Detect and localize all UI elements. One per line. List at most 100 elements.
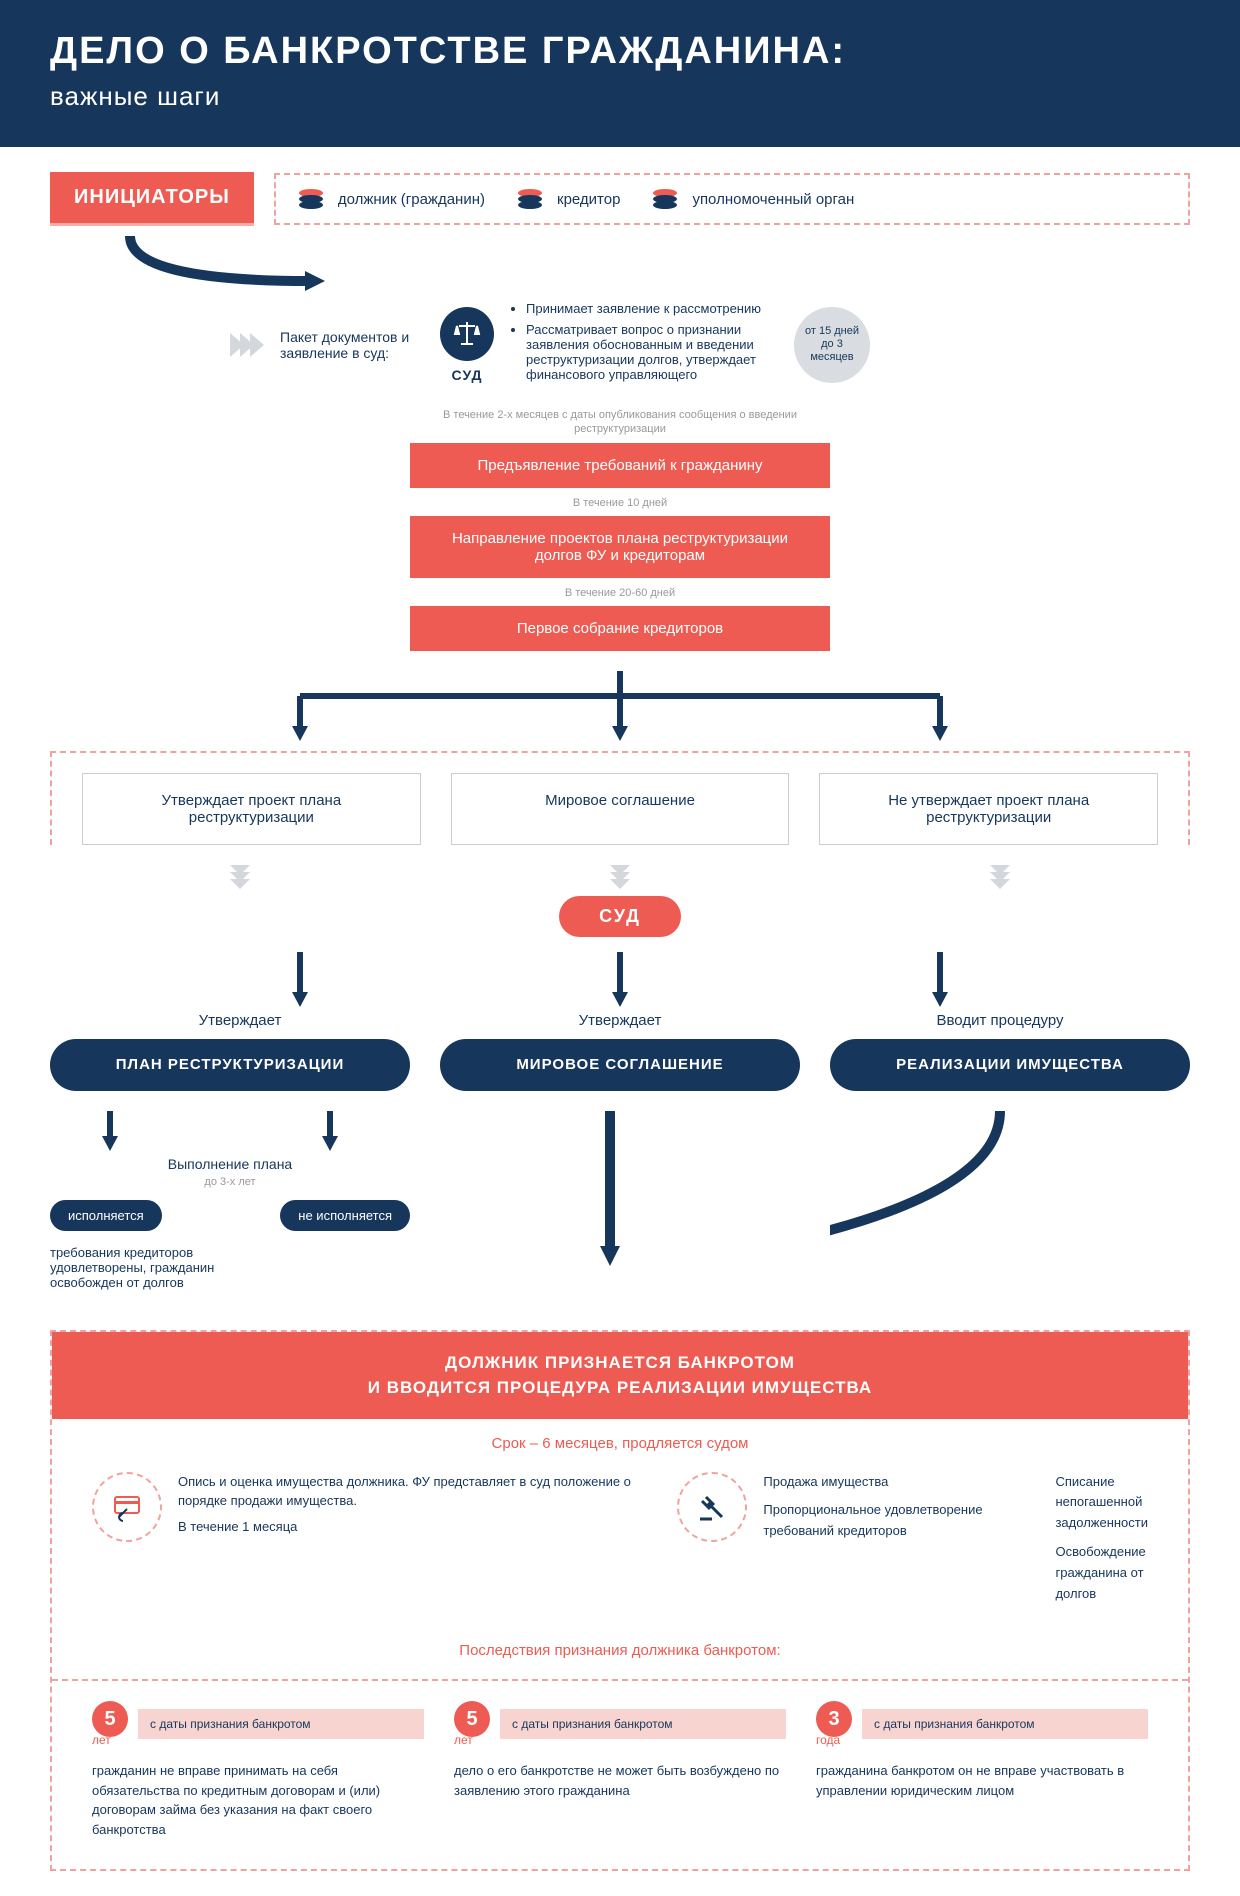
court-badge: СУД bbox=[440, 307, 494, 383]
docs-text: Пакет документов и заявление в суд: bbox=[280, 329, 420, 361]
scales-icon bbox=[440, 307, 494, 361]
docs-row: Пакет документов и заявление в суд: СУД … bbox=[230, 301, 1190, 388]
initiators-row: ИНИЦИАТОРЫ должник (гражданин) кредитор … bbox=[50, 172, 1190, 226]
initiator-text: уполномоченный орган bbox=[692, 191, 854, 208]
gavel-icon bbox=[677, 1472, 747, 1542]
num-unit: лет bbox=[92, 1733, 128, 1747]
consequence-head: 3 года с даты признания банкротом bbox=[816, 1701, 1148, 1747]
plan-result: требования кредиторов удовлетворены, гра… bbox=[50, 1245, 250, 1290]
arrow-curve-icon bbox=[110, 236, 330, 306]
bankrupt-item: Опись и оценка имущества должника. ФУ пр… bbox=[92, 1472, 647, 1613]
num-circle: 3 bbox=[816, 1701, 852, 1737]
b-text-p: Списание непогашенной задолженности bbox=[1055, 1472, 1148, 1534]
down-chevrons bbox=[50, 865, 1190, 886]
consequence-text: гражданин не вправе принимать на себя об… bbox=[92, 1761, 424, 1839]
consequence-text: дело о его банкротстве не может быть воз… bbox=[454, 1761, 786, 1800]
b-text-p: Пропорциональное удовлетворение требован… bbox=[763, 1500, 1025, 1542]
initiators-box: должник (гражданин) кредитор уполномочен… bbox=[274, 173, 1190, 225]
bankrupt-header-l2: И ВВОДИТСЯ ПРОЦЕДУРА РЕАЛИЗАЦИИ ИМУЩЕСТВ… bbox=[70, 1375, 1170, 1401]
b-text-p: В течение 1 месяца bbox=[178, 1517, 647, 1537]
subtitle: важные шаги bbox=[50, 81, 1190, 112]
consequences-title: Последствия признания должника банкротом… bbox=[52, 1642, 1188, 1659]
fork-arrows-icon bbox=[170, 671, 1070, 751]
bankrupt-col: Списание непогашенной задолженности Осво… bbox=[1055, 1472, 1148, 1613]
b-text-p: Опись и оценка имущества должника. ФУ пр… bbox=[178, 1472, 647, 1511]
time-badge: от 15 дней до 3 месяцев bbox=[794, 307, 870, 383]
content: ИНИЦИАТОРЫ должник (гражданин) кредитор … bbox=[0, 147, 1240, 1896]
consequence-head: 5 лет с даты признания банкротом bbox=[454, 1701, 786, 1747]
b-text-p: Освобождение гражданина от долгов bbox=[1055, 1542, 1148, 1604]
plan-arrows-icon bbox=[50, 1111, 390, 1151]
court-description: Принимает заявление к рассмотрению Рассм… bbox=[514, 301, 774, 388]
initiator-text: должник (гражданин) bbox=[338, 191, 485, 208]
mini-pill-ok: исполняется bbox=[50, 1200, 162, 1231]
plan-note: до 3-х лет bbox=[50, 1176, 410, 1188]
action-label: Вводит процедуру bbox=[810, 1012, 1190, 1029]
steps-column: В течение 2-х месяцев с даты опубликован… bbox=[410, 408, 830, 651]
navy-pill: ПЛАН РЕСТРУКТУРИЗАЦИИ bbox=[50, 1039, 410, 1091]
consequence-item: 3 года с даты признания банкротом гражда… bbox=[816, 1701, 1148, 1839]
step-note: В течение 20-60 дней bbox=[410, 586, 830, 600]
consequence-bar: с даты признания банкротом bbox=[862, 1709, 1148, 1739]
consequences-row: 5 лет с даты признания банкротом граждан… bbox=[52, 1679, 1188, 1839]
mini-pill-row: исполняется не исполняется bbox=[50, 1200, 410, 1231]
curve-right-icon bbox=[830, 1111, 1170, 1271]
initiator-item: должник (гражданин) bbox=[296, 187, 485, 211]
step-box: Первое собрание кредиторов bbox=[410, 606, 830, 651]
main-title: ДЕЛО О БАНКРОТСТВЕ ГРАЖДАНИНА: bbox=[50, 30, 1190, 73]
bankrupt-text: Опись и оценка имущества должника. ФУ пр… bbox=[178, 1472, 647, 1543]
navy-pill: МИРОВОЕ СОГЛАШЕНИЕ bbox=[440, 1039, 800, 1091]
coins-icon bbox=[296, 187, 326, 211]
plan-sub: Выполнение плана bbox=[50, 1156, 410, 1172]
consequence-bar: с даты признания банкротом bbox=[138, 1709, 424, 1739]
num-unit: года bbox=[816, 1733, 852, 1747]
consequence-text: гражданина банкротом он не вправе участв… bbox=[816, 1761, 1148, 1800]
court-label: СУД bbox=[440, 367, 494, 383]
navy-pills-row: ПЛАН РЕСТРУКТУРИЗАЦИИ МИРОВОЕ СОГЛАШЕНИЕ… bbox=[50, 1039, 1190, 1091]
navy-pill: РЕАЛИЗАЦИИ ИМУЩЕСТВА bbox=[830, 1039, 1190, 1091]
court-pill-row: СУД bbox=[50, 896, 1190, 937]
step-box: Предъявление требований к гражданину bbox=[410, 443, 830, 488]
plan-column: Выполнение плана до 3-х лет исполняется … bbox=[50, 1111, 410, 1290]
consequence-item: 5 лет с даты признания банкротом дело о … bbox=[454, 1701, 786, 1839]
plan-row: Выполнение плана до 3-х лет исполняется … bbox=[50, 1111, 1190, 1290]
b-text-p: Продажа имущества bbox=[763, 1472, 1025, 1493]
initiator-text: кредитор bbox=[557, 191, 620, 208]
outcome-box: Мировое соглашение bbox=[451, 773, 790, 845]
mini-pill-no: не исполняется bbox=[280, 1200, 410, 1231]
bankrupt-section: ДОЛЖНИК ПРИЗНАЕТСЯ БАНКРОТОМ И ВВОДИТСЯ … bbox=[50, 1330, 1190, 1872]
plan-column-right bbox=[830, 1111, 1190, 1290]
num-circle: 5 bbox=[92, 1701, 128, 1737]
step-note: В течение 10 дней bbox=[410, 496, 830, 510]
bankrupt-term: Срок – 6 месяцев, продляется судом bbox=[52, 1435, 1188, 1452]
consequence-item: 5 лет с даты признания банкротом граждан… bbox=[92, 1701, 424, 1839]
outcome-box: Утверждает проект плана реструктуризации bbox=[82, 773, 421, 845]
bankrupt-header-l1: ДОЛЖНИК ПРИЗНАЕТСЯ БАНКРОТОМ bbox=[70, 1350, 1170, 1376]
bankrupt-item: Продажа имущества Пропорциональное удовл… bbox=[677, 1472, 1025, 1613]
num-unit: лет bbox=[454, 1733, 490, 1747]
action-label: Утверждает bbox=[50, 1012, 430, 1029]
bankrupt-grid: Опись и оценка имущества должника. ФУ пр… bbox=[52, 1472, 1188, 1613]
coins-icon bbox=[515, 187, 545, 211]
initiator-item: уполномоченный орган bbox=[650, 187, 854, 211]
bankrupt-col: Продажа имущества Пропорциональное удовл… bbox=[763, 1472, 1025, 1550]
curve-mid-icon bbox=[440, 1111, 780, 1271]
card-cut-icon bbox=[92, 1472, 162, 1542]
step-box: Направление проектов плана реструктуриза… bbox=[410, 516, 830, 578]
initiator-item: кредитор bbox=[515, 187, 620, 211]
header: ДЕЛО О БАНКРОТСТВЕ ГРАЖДАНИНА: важные ша… bbox=[0, 0, 1240, 147]
plan-column-mid bbox=[440, 1111, 800, 1290]
num-circle: 5 bbox=[454, 1701, 490, 1737]
fork-arrows-2-icon bbox=[170, 952, 1070, 1012]
chevrons-icon bbox=[230, 333, 260, 357]
action-label: Утверждает bbox=[430, 1012, 810, 1029]
coins-icon bbox=[650, 187, 680, 211]
consequence-head: 5 лет с даты признания банкротом bbox=[92, 1701, 424, 1747]
bankrupt-header: ДОЛЖНИК ПРИЗНАЕТСЯ БАНКРОТОМ И ВВОДИТСЯ … bbox=[52, 1332, 1188, 1419]
outcomes-row: Утверждает проект плана реструктуризации… bbox=[50, 751, 1190, 845]
outcome-box: Не утверждает проект плана реструктуриза… bbox=[819, 773, 1158, 845]
action-labels: Утверждает Утверждает Вводит процедуру bbox=[50, 1012, 1190, 1029]
court-bullet: Принимает заявление к рассмотрению bbox=[526, 301, 774, 316]
step-note: В течение 2-х месяцев с даты опубликован… bbox=[410, 408, 830, 437]
court-bullet: Рассматривает вопрос о признании заявлен… bbox=[526, 322, 774, 382]
